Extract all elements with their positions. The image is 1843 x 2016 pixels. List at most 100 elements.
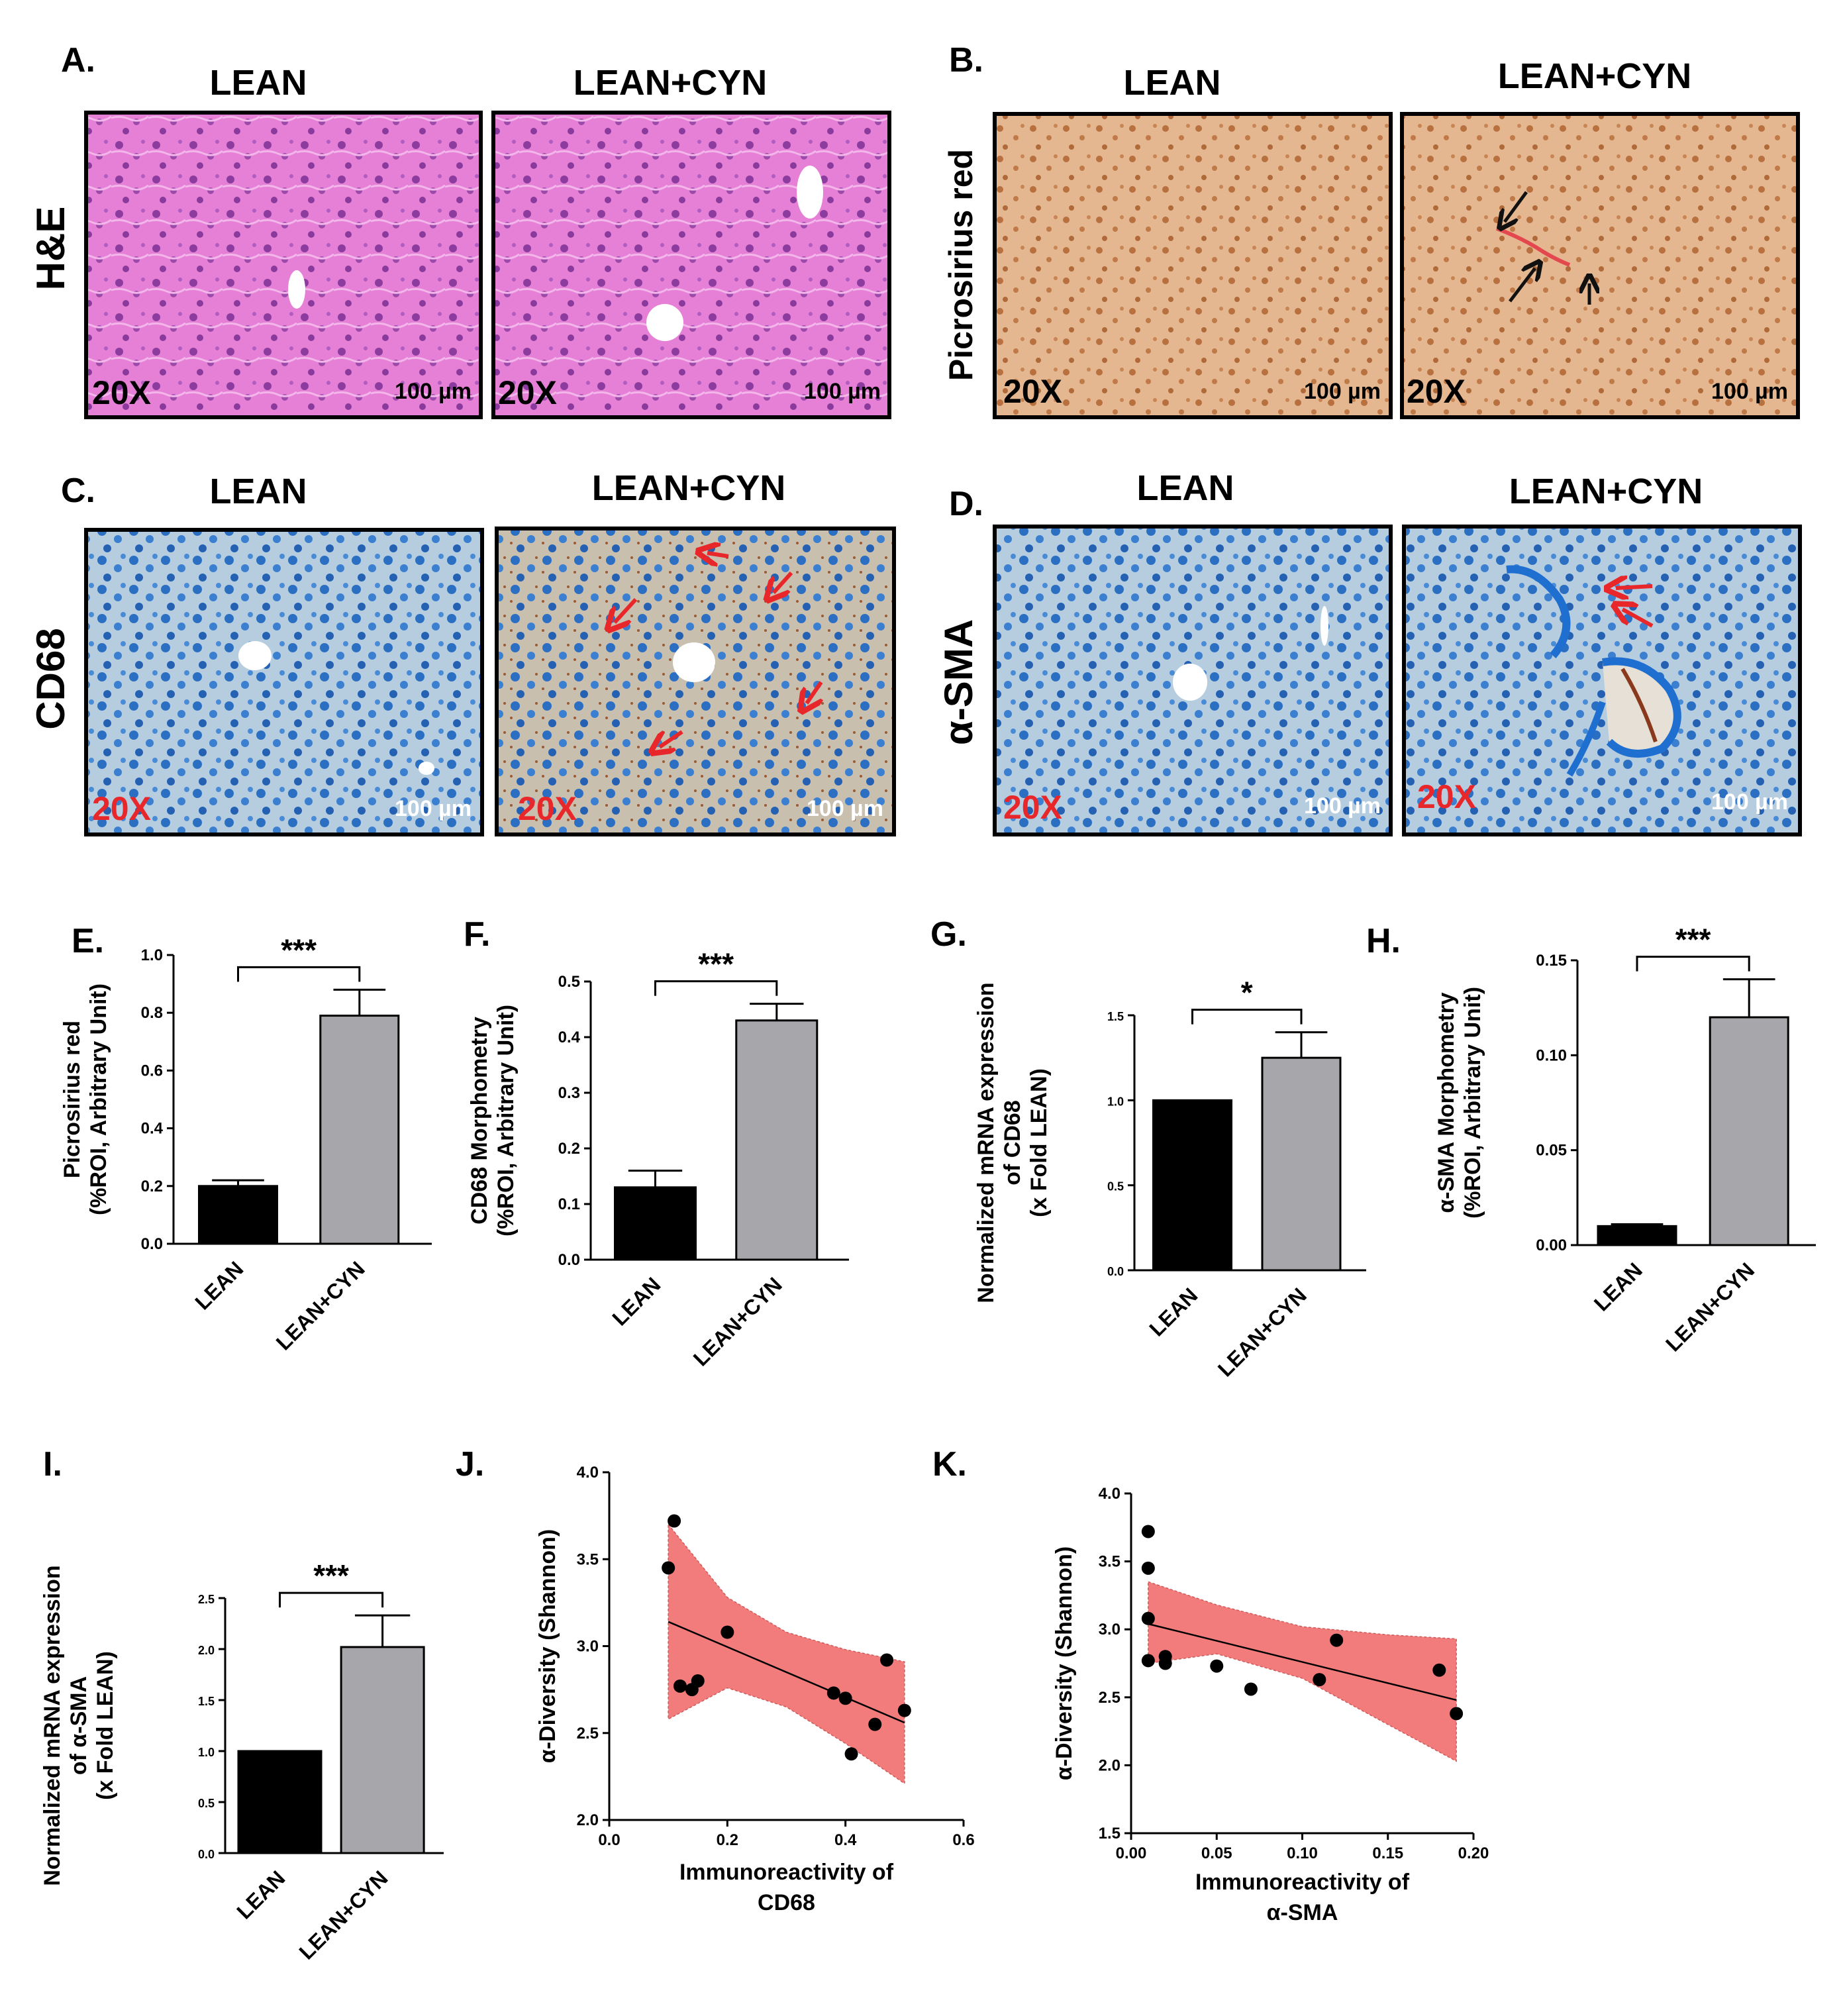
panel-label-h: H.: [1366, 922, 1401, 960]
row-label-he: H&E: [28, 207, 73, 291]
bar: [319, 1015, 400, 1245]
data-point: [826, 1686, 840, 1700]
scale-bar-label: 100 µm: [395, 796, 472, 821]
panel-d-right-title: LEAN+CYN: [1509, 472, 1703, 511]
scale-bar-label: 100 µm: [807, 796, 883, 821]
y-tick-label: 0.2: [558, 1140, 580, 1158]
arrow-icon: [660, 730, 683, 747]
confidence-band: [1148, 1581, 1457, 1762]
panel-label-b: B.: [949, 41, 983, 79]
panel-label-i: I.: [43, 1445, 62, 1484]
y-tick-label: 0.2: [141, 1178, 163, 1195]
y-tick-label: 1.5: [1099, 1825, 1121, 1842]
y-tick-label: 2.5: [198, 1593, 215, 1606]
magnification-label: 20X: [1003, 789, 1062, 826]
panel-label-c: C.: [61, 472, 95, 510]
panel-label-a: A.: [61, 41, 95, 79]
bar: [1261, 1056, 1342, 1272]
y-tick-label: 3.0: [577, 1638, 599, 1656]
y-tick-label: 0.4: [558, 1029, 581, 1046]
scale-bar-label: 100 µm: [1304, 379, 1381, 404]
y-axis-label: α-SMA Morphometry: [1434, 992, 1459, 1213]
y-tick-label: 2.0: [198, 1644, 215, 1657]
panel-b-right-title: LEAN+CYN: [1498, 56, 1692, 96]
panel-label-j: J.: [456, 1445, 484, 1484]
x-tick-label: 0.05: [1201, 1844, 1232, 1862]
y-tick-label: 2.0: [1099, 1756, 1121, 1774]
y-tick-label: 0.6: [141, 1062, 163, 1080]
panel-label-g: G.: [930, 915, 967, 954]
y-axis-label: α-Diversity (Shannon): [1052, 1546, 1077, 1780]
bar: [1597, 1225, 1677, 1246]
x-tick-label: LEAN+CYN: [1213, 1283, 1311, 1381]
micrograph-b-lean: 20X 100 µm: [993, 112, 1393, 419]
bar-chart-f: 0.0 0.1 0.2 0.3 0.4 0.5 LEAN LEAN+CYN *** CD68 Mo…: [467, 947, 849, 1371]
panel-a-left-title: LEAN: [210, 63, 307, 103]
x-tick-label: 0.6: [952, 1831, 974, 1849]
data-point: [838, 1691, 852, 1705]
arrow-icon: [1509, 268, 1535, 303]
panel-b-left-title: LEAN: [1124, 63, 1221, 103]
x-tick-label: 0.4: [834, 1831, 857, 1849]
y-tick-label: 0.0: [141, 1235, 163, 1253]
bar: [198, 1185, 278, 1245]
bar: [735, 1019, 819, 1261]
data-point: [880, 1653, 894, 1667]
x-axis-label: CD68: [758, 1890, 815, 1915]
significance-bracket: [279, 1591, 384, 1608]
data-point: [691, 1674, 705, 1688]
row-label-picrosirius: Picrosirius red: [942, 149, 979, 381]
y-axis-label: CD68 Morphometry: [467, 1017, 492, 1225]
micrograph-a-lean-cyn: 20X 100 µm: [491, 111, 891, 419]
y-tick-label: 3.0: [1099, 1621, 1121, 1638]
arrow-icon: [1622, 609, 1654, 628]
data-point: [1330, 1633, 1344, 1647]
row-label-cd68: CD68: [28, 628, 73, 729]
y-axis-label: (x Fold LEAN): [1026, 1068, 1052, 1217]
y-tick-label: 0.05: [1536, 1142, 1567, 1160]
significance-bracket: [654, 980, 778, 996]
panel-label-e: E.: [72, 922, 104, 960]
x-axis-label: Immunoreactivity of: [679, 1860, 894, 1885]
bar-chart-h: 0.00 0.05 0.10 0.15 LEAN LEAN+CYN *** α-SMA Mor…: [1434, 923, 1816, 1356]
data-point: [868, 1717, 882, 1731]
data-point: [1141, 1654, 1155, 1668]
data-point: [844, 1747, 858, 1761]
y-axis-label: Normalized mRNA expression: [973, 982, 999, 1303]
micrograph-c-lean: 20X 100 µm: [84, 528, 484, 836]
micrograph-a-lean: 20X 100 µm: [84, 111, 483, 419]
y-tick-label: 0.10: [1536, 1046, 1567, 1064]
significance-label: *: [1241, 976, 1253, 1010]
regression-line: [1148, 1623, 1457, 1701]
bar: [237, 1750, 323, 1854]
y-axis-label: of CD68: [1000, 1100, 1025, 1185]
magnification-label: 20X: [518, 790, 577, 827]
y-tick-label: 0.1: [558, 1195, 580, 1213]
bar: [614, 1186, 697, 1261]
significance-bracket: [237, 966, 361, 982]
data-point: [897, 1703, 911, 1717]
scale-bar-label: 100 µm: [395, 379, 472, 404]
magnification-label: 20X: [1003, 373, 1062, 410]
y-tick-label: 0.00: [1536, 1236, 1567, 1254]
panel-c-right-title: LEAN+CYN: [592, 468, 786, 508]
x-tick-label: 0.00: [1116, 1844, 1147, 1862]
arrow-icon: [773, 571, 793, 593]
scatter-chart-j: 2.0 2.5 3.0 3.5 4.0 0.0 0.2 0.4 0.6 Immunoreactiv…: [535, 1464, 975, 1915]
x-axis-label: Immunoreactivity of: [1195, 1870, 1410, 1895]
x-tick-label: 0.0: [598, 1831, 620, 1849]
y-tick-label: 0.8: [141, 1004, 163, 1022]
data-point: [1210, 1659, 1224, 1673]
y-tick-label: 2.0: [577, 1811, 599, 1829]
x-tick-label: LEAN: [190, 1256, 248, 1314]
bar-chart-i: 0.0 0.5 1.0 1.5 2.0 2.5 LEAN LEAN+CYN *** Normali…: [40, 1558, 444, 1964]
scale-bar-label: 100 µm: [1711, 379, 1788, 404]
x-tick-label: 0.20: [1458, 1844, 1489, 1862]
magnification-label: 20X: [1417, 778, 1476, 815]
y-tick-label: 0.4: [141, 1120, 164, 1138]
arrow-icon: [807, 681, 821, 703]
data-point: [1141, 1561, 1155, 1575]
y-tick-label: 1.0: [1107, 1095, 1124, 1108]
x-tick-label: LEAN: [232, 1866, 289, 1923]
arrow-icon: [707, 553, 729, 556]
